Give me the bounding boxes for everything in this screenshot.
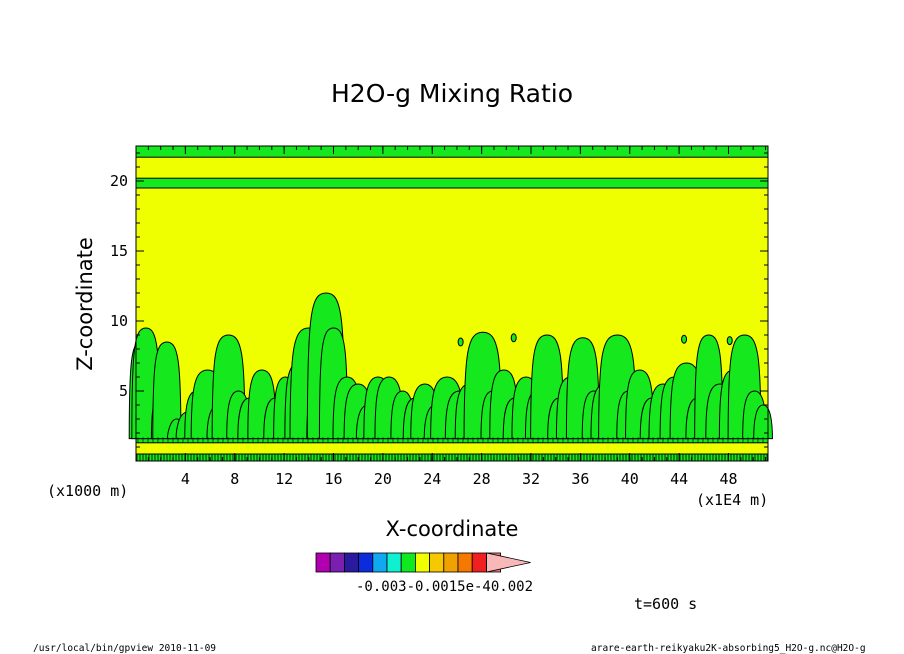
plot-area — [128, 145, 773, 462]
surface-hatch — [136, 437, 768, 461]
colorbar-swatch — [443, 552, 459, 573]
y-tick-label: 15 — [110, 242, 128, 260]
x-tick-label: 4 — [181, 470, 190, 488]
y-tick-label: 10 — [110, 312, 128, 330]
plot-frame — [135, 145, 769, 462]
x-tick-label: 12 — [275, 470, 293, 488]
colorbar-swatch — [471, 552, 487, 573]
y-axis-label: Z-coordinate — [73, 237, 97, 371]
footer-left: /usr/local/bin/gpview 2010-11-09 — [33, 643, 216, 654]
moist-blob — [681, 334, 688, 344]
plume — [152, 341, 182, 440]
x-tick-label: 44 — [670, 470, 688, 488]
colorbar-swatch — [372, 552, 388, 573]
colorbar — [315, 552, 531, 573]
colorbar-swatch — [400, 552, 416, 573]
x-tick-label: 48 — [719, 470, 737, 488]
colorbar-swatch — [457, 552, 473, 573]
x-axis: 4 8 12 16 20 24 28 32 36 40 44 48 — [147, 146, 767, 488]
x-tick-label: 40 — [621, 470, 639, 488]
x-tick-label: 8 — [230, 470, 239, 488]
colorbar-arrow — [486, 552, 531, 573]
colorbar-swatch — [414, 552, 430, 573]
colorbar-swatch — [386, 552, 402, 573]
footer-right: arare-earth-reikyaku2K-absorbing5_H2O-g.… — [591, 643, 866, 654]
moist-blob — [457, 337, 464, 347]
x-axis-label: X-coordinate — [386, 517, 519, 541]
x-tick-label: 32 — [522, 470, 540, 488]
x-tick-label: 20 — [374, 470, 392, 488]
moist-blob — [726, 336, 733, 346]
chart-title: H2O-g Mixing Ratio — [331, 79, 573, 108]
x-tick-label: 24 — [423, 470, 441, 488]
colorbar-tick-labels: -0.003-0.0015e-40.002 — [356, 579, 533, 595]
colorbar-swatch — [358, 552, 374, 573]
y-tick-label: 20 — [110, 172, 128, 190]
moist-band — [135, 177, 769, 189]
time-label: t=600 s — [634, 595, 697, 613]
moist-blobs — [457, 333, 733, 347]
y-tick-label: 5 — [119, 382, 128, 400]
y-unit-label: (x1000 m) — [47, 482, 128, 500]
x-tick-label: 28 — [473, 470, 491, 488]
y-axis: 5 10 15 20 — [110, 152, 768, 448]
x-tick-label: 36 — [571, 470, 589, 488]
convective-plumes — [128, 292, 773, 440]
colorbar-swatch — [343, 552, 359, 573]
colorbar-swatch — [429, 552, 445, 573]
colorbar-swatch — [329, 552, 345, 573]
x-tick-label: 16 — [324, 470, 342, 488]
colorbar-swatch — [315, 552, 331, 573]
moist-blob — [510, 333, 517, 343]
x-unit-label: (x1E4 m) — [696, 491, 768, 509]
moist-band — [135, 145, 769, 158]
